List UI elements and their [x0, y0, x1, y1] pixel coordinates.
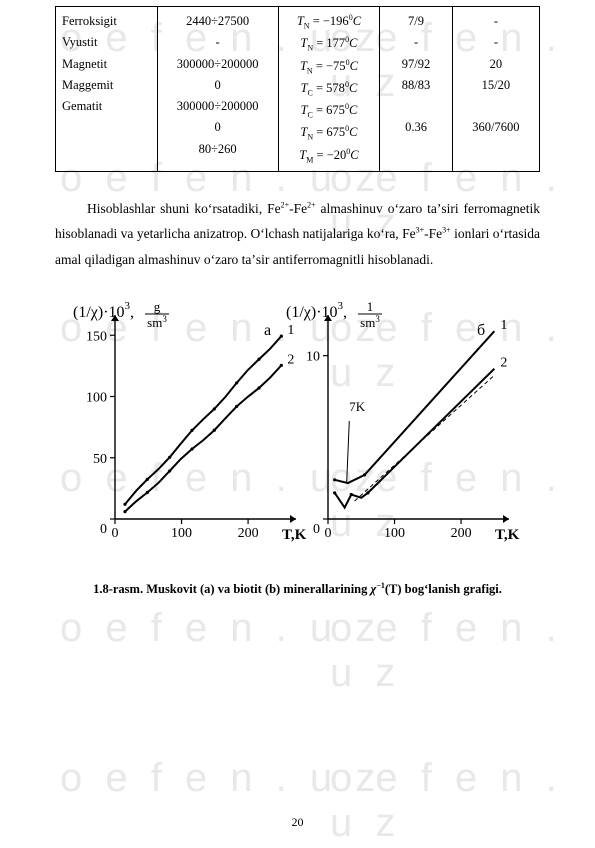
svg-text:g: g — [153, 299, 160, 314]
svg-text:sm3: sm3 — [147, 314, 167, 330]
svg-text:0: 0 — [324, 526, 331, 541]
figure-caption: 1.8-rasm. Muskovit (a) va biotit (b) min… — [55, 581, 540, 597]
svg-text:(1/χ)·103,: (1/χ)·103, — [73, 300, 134, 321]
svg-text:10: 10 — [306, 349, 320, 364]
svg-text:2: 2 — [500, 355, 507, 370]
svg-text:0: 0 — [111, 526, 118, 541]
svg-text:50: 50 — [93, 451, 107, 466]
svg-text:(1/χ)·103,: (1/χ)·103, — [286, 300, 347, 321]
body-paragraph: Hisoblashlar shuni koʻrsatadiki, Fe2+-Fe… — [55, 196, 540, 273]
svg-text:7K: 7K — [349, 399, 366, 414]
svg-text:100: 100 — [384, 526, 405, 541]
svg-text:200: 200 — [237, 526, 258, 541]
svg-text:100: 100 — [171, 526, 192, 541]
svg-text:200: 200 — [450, 526, 471, 541]
svg-text:sm3: sm3 — [360, 314, 380, 330]
svg-text:100: 100 — [86, 390, 107, 405]
svg-text:2: 2 — [287, 352, 294, 367]
svg-text:1: 1 — [366, 299, 373, 314]
svg-text:a: a — [264, 322, 271, 339]
page-number: 20 — [0, 815, 595, 830]
svg-text:1: 1 — [287, 323, 294, 338]
mineral-table: FerroksigitVyustitMagnetitMaggemitGemati… — [55, 6, 540, 172]
svg-text:б: б — [477, 322, 485, 339]
svg-text:0: 0 — [313, 522, 320, 537]
svg-text:1: 1 — [500, 318, 507, 333]
svg-text:0: 0 — [100, 522, 107, 537]
svg-text:150: 150 — [86, 329, 107, 344]
line-charts: 0100200501001500T,Ka(1/χ)·103, gsm312010… — [63, 295, 533, 555]
svg-text:T,K: T,K — [282, 527, 307, 543]
svg-text:T,K: T,K — [495, 527, 520, 543]
